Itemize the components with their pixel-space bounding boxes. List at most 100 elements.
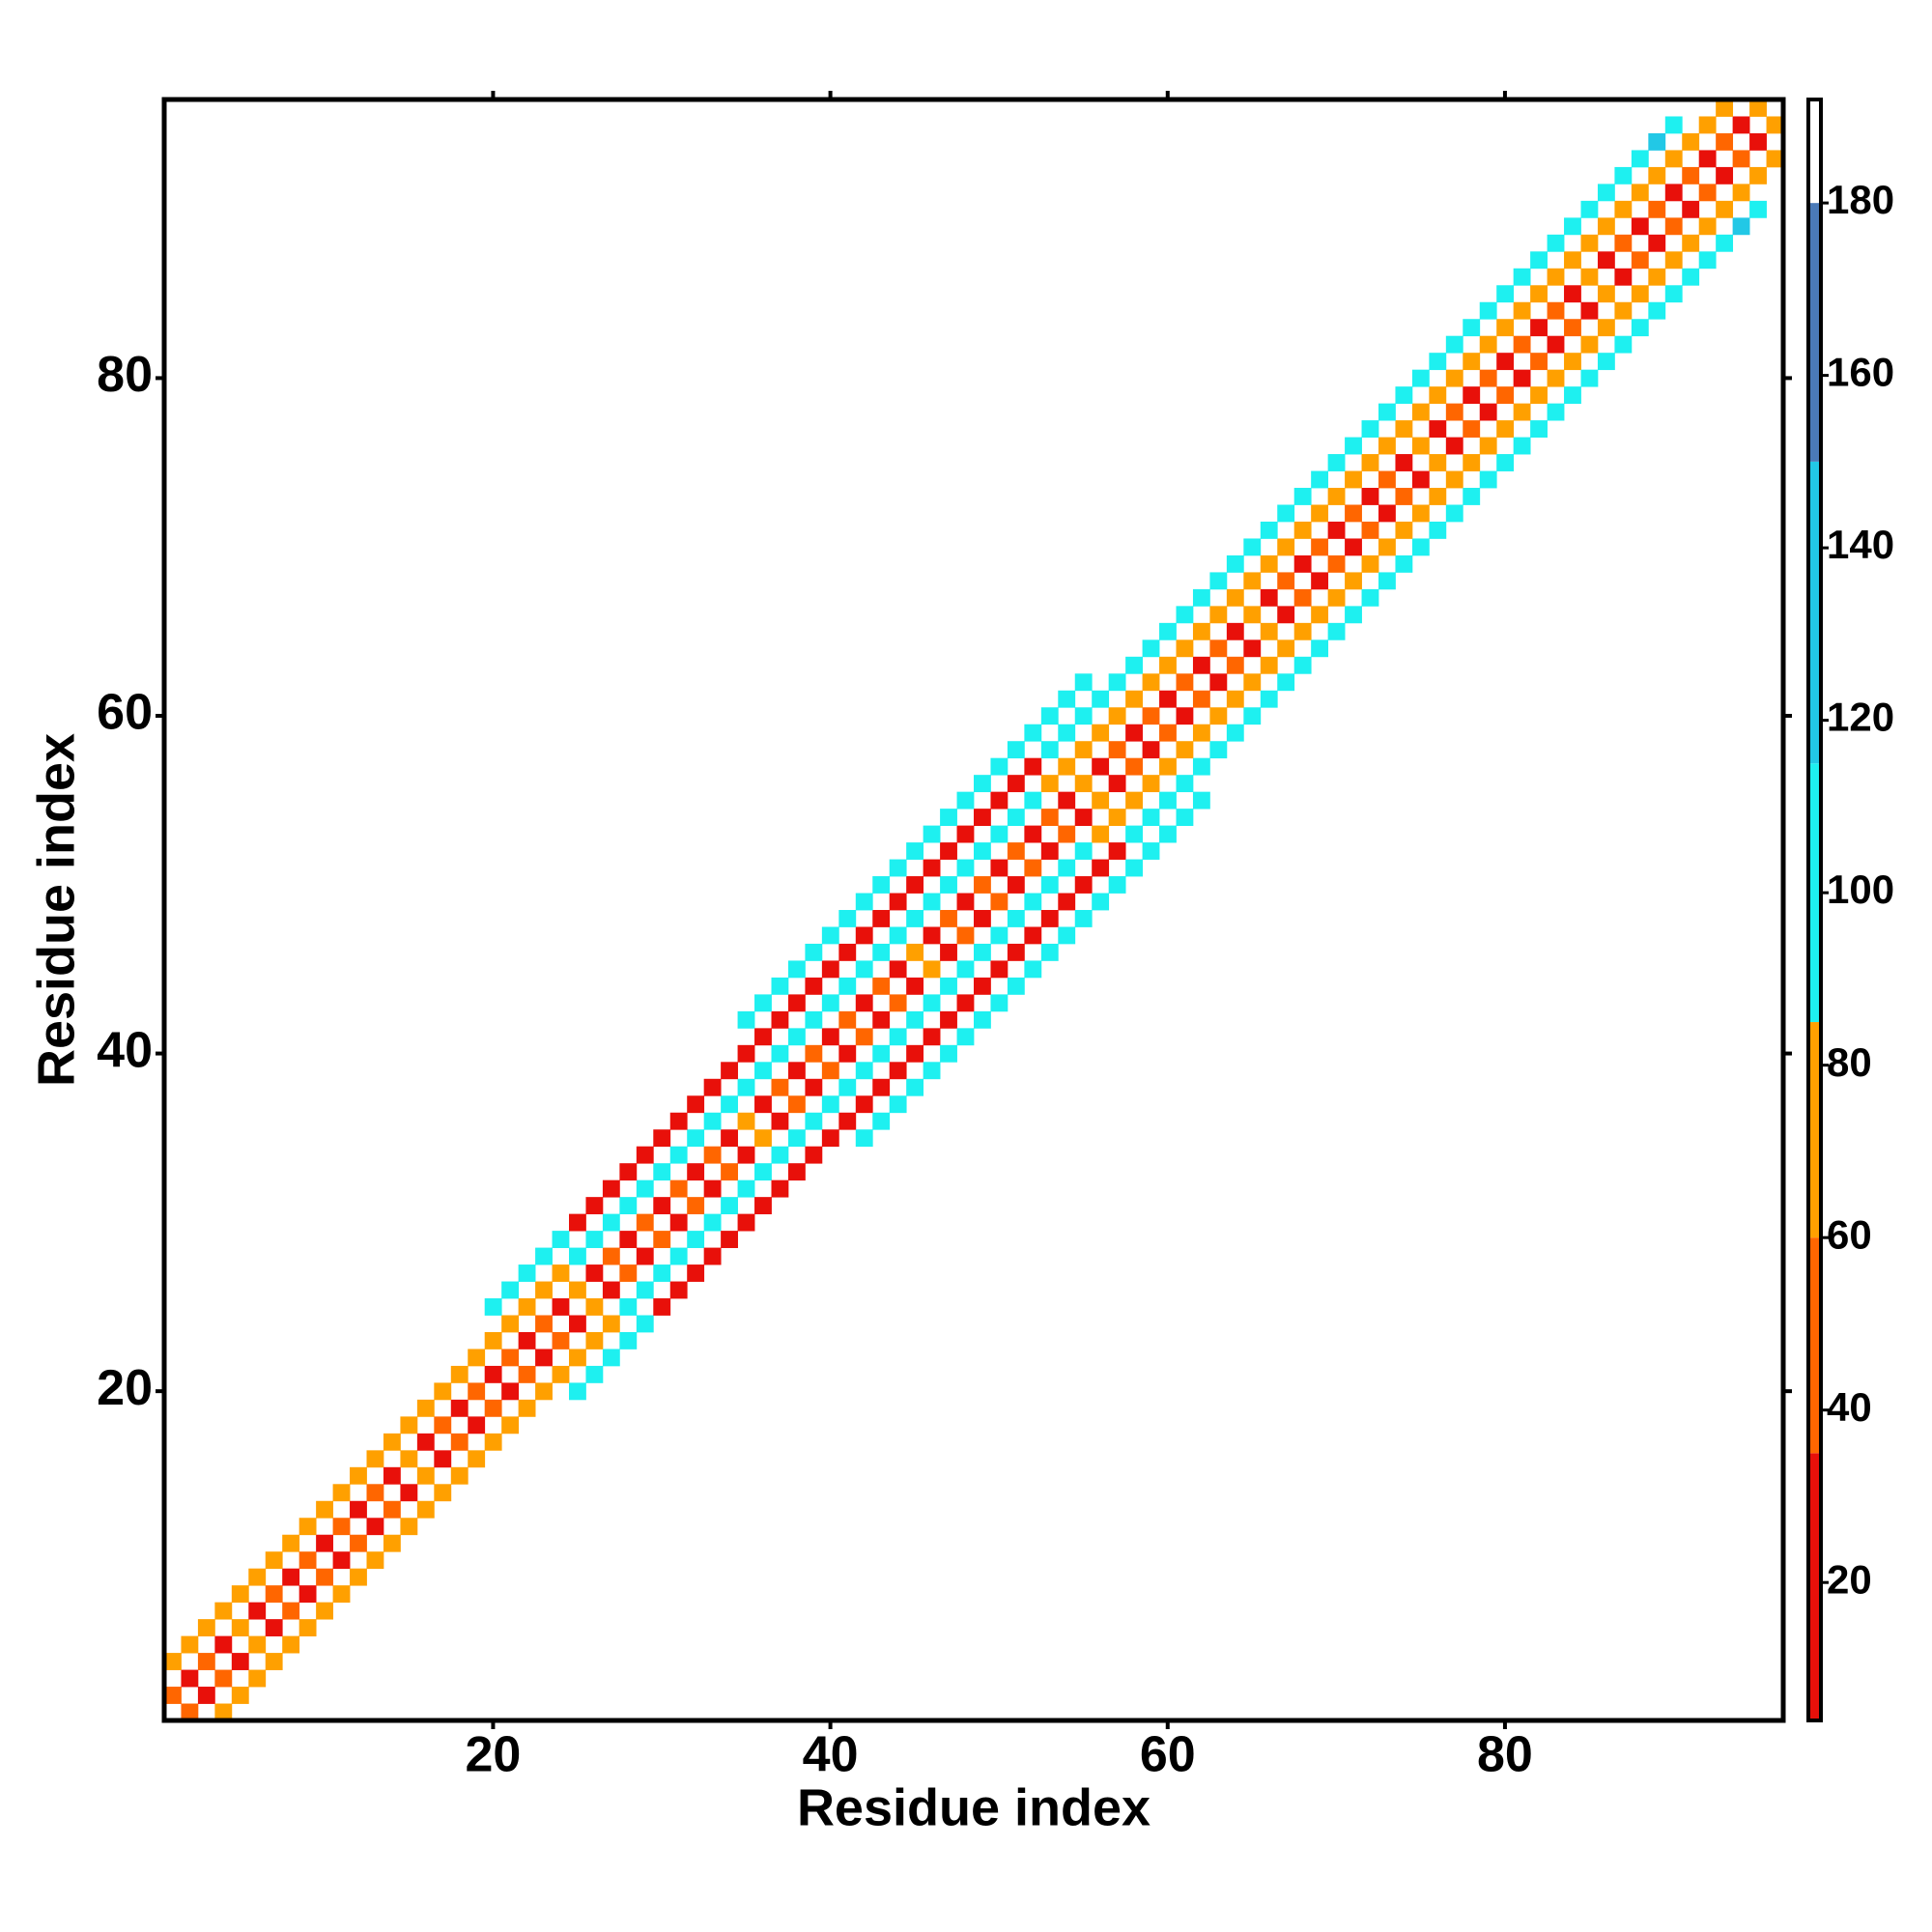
heat-cell [602,1247,620,1265]
heat-cell [164,1653,182,1670]
heat-cell [501,1382,520,1401]
heat-cell [197,1687,215,1704]
heat-cell [1209,572,1228,590]
heat-cell [1226,622,1244,640]
heat-cell [1226,554,1244,573]
heat-cell [197,1653,215,1670]
heat-cell [1445,437,1463,455]
heat-cell [1007,977,1025,995]
heat-cell [569,1281,586,1299]
colorbar-tick-label: 60 [1827,1211,1872,1257]
heat-cell [1463,319,1481,337]
heat-cell [1209,606,1228,624]
heat-cell [602,1281,620,1299]
heat-cell [1142,842,1160,860]
heat-cell [434,1484,452,1502]
heat-cell [1564,319,1581,337]
heat-cell [231,1585,249,1604]
heat-cell [1108,842,1126,860]
y-tick-label: 80 [97,347,153,403]
heat-cell [1277,504,1295,523]
heat-cell [1159,622,1177,640]
heat-cell [721,1197,738,1215]
heat-cell [602,1213,620,1232]
heat-cell [1513,403,1531,421]
heat-cell [1614,200,1633,218]
colorbar-segment [1808,99,1821,204]
heat-cell [214,1635,233,1654]
colorbar-tick-label: 100 [1827,867,1894,912]
x-tick-label: 80 [1477,1727,1533,1783]
heat-cell [1007,910,1025,927]
heat-cell [400,1416,418,1435]
heat-cell [669,1179,688,1198]
heat-cell [1547,369,1565,387]
heat-cell [1058,757,1076,776]
heat-cell [1664,184,1683,202]
heat-cell [956,825,975,843]
heat-cell [1108,707,1126,725]
heat-cell [1108,673,1126,692]
heat-cell [1159,724,1177,742]
heat-cell [214,1669,233,1688]
heat-cell [889,1028,907,1046]
heat-cell [906,910,924,927]
heat-cell [164,1687,182,1704]
heat-cell [1007,809,1025,827]
heat-cell [974,775,991,793]
heat-cell [1648,166,1666,185]
heat-cell [602,1349,620,1367]
heat-cell [197,1619,215,1637]
heat-cell [653,1163,671,1181]
heat-cell [787,1129,806,1148]
heat-cell [416,1399,435,1417]
heat-cell [282,1602,300,1620]
heat-cell [771,1146,789,1164]
heat-cell [737,1112,755,1130]
heat-cell [872,943,891,961]
colorbar-segment [1808,763,1821,1023]
heat-cell [619,1231,638,1248]
heat-cell [1766,150,1784,168]
heat-cell [1007,741,1025,759]
heat-cell [1648,132,1666,151]
heat-cell [484,1365,502,1383]
heat-cell [535,1247,553,1265]
heat-cell [1597,285,1615,303]
heat-cell [1024,960,1042,979]
heat-cell [872,977,891,995]
heat-cell [585,1231,604,1248]
heat-cell [974,842,991,860]
heat-cell [1243,707,1262,725]
heat-cell [535,1315,553,1333]
heat-cell [1092,724,1110,742]
colorbar-segment [1808,203,1821,462]
heat-cell [298,1551,317,1570]
heat-cell [1092,791,1110,810]
heat-cell [1040,707,1059,725]
heat-cell [1429,353,1447,371]
heat-cell [1716,234,1734,252]
heat-cell [940,842,957,860]
heat-cell [552,1231,570,1248]
heat-cell [1749,132,1767,151]
heat-cell [1142,809,1160,827]
heat-cell [821,1062,839,1080]
heat-cell [1007,943,1025,961]
heat-cell [619,1163,638,1181]
heat-cell [1209,741,1228,759]
heat-cell [1411,369,1430,387]
heat-cell [956,1028,975,1046]
heat-cell [1530,319,1548,337]
heat-cell [518,1264,536,1282]
heat-cell [619,1298,638,1316]
heat-cell [990,893,1009,911]
heat-cell [754,1028,772,1046]
heat-cell [552,1365,570,1383]
heat-cell [501,1349,520,1367]
heat-cell [1361,521,1379,539]
heat-cell [754,1129,772,1148]
heat-cell [1682,166,1700,185]
heat-cell [214,1703,233,1721]
heat-cell [1327,521,1346,539]
